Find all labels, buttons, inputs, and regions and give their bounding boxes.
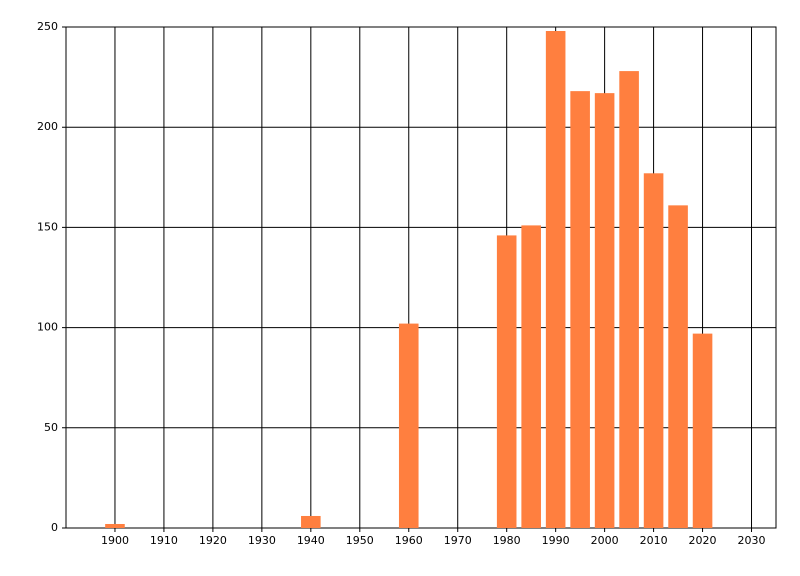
x-tick-label: 1920: [199, 534, 227, 547]
y-tick-label: 50: [44, 421, 58, 434]
x-tick-label: 2020: [689, 534, 717, 547]
x-tick-label: 1930: [248, 534, 276, 547]
x-tick-label: 1900: [101, 534, 129, 547]
x-tick-label: 1960: [395, 534, 423, 547]
bar: [301, 515, 321, 528]
x-tick-label: 2000: [591, 534, 619, 547]
x-tick-label: 1990: [542, 534, 570, 547]
bar: [692, 333, 713, 528]
bar: [545, 31, 566, 529]
x-tick-label: 1980: [493, 534, 521, 547]
x-tick-label: 2010: [640, 534, 668, 547]
x-tick-label: 1970: [444, 534, 472, 547]
bar: [105, 523, 125, 528]
y-tick-label: 0: [51, 521, 58, 534]
bar: [496, 235, 517, 528]
bar: [619, 71, 639, 528]
bar: [668, 205, 688, 528]
x-tick-label: 2030: [738, 534, 766, 547]
x-tick-label: 1910: [150, 534, 178, 547]
bar: [643, 173, 664, 529]
bar: [594, 93, 615, 528]
y-tick-label: 100: [37, 321, 58, 334]
bar: [570, 91, 590, 529]
y-tick-label: 250: [37, 20, 58, 33]
x-tick-label: 1950: [346, 534, 374, 547]
y-tick-label: 200: [37, 120, 58, 133]
bar: [398, 323, 419, 528]
y-tick-label: 150: [37, 220, 58, 233]
x-tick-label: 1940: [297, 534, 325, 547]
bar: [521, 225, 541, 528]
